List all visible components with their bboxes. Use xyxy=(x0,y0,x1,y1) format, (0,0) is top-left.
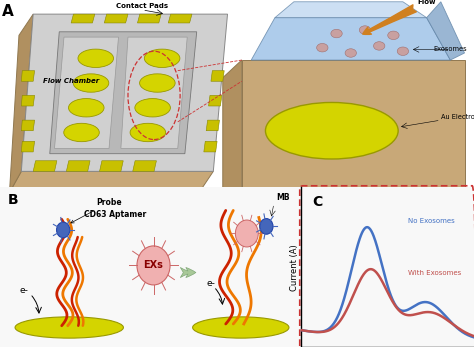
Circle shape xyxy=(56,222,70,238)
Circle shape xyxy=(236,220,258,247)
Text: Probe: Probe xyxy=(71,198,122,223)
Ellipse shape xyxy=(144,49,180,67)
Ellipse shape xyxy=(78,49,114,67)
Polygon shape xyxy=(9,14,33,193)
Polygon shape xyxy=(21,141,35,152)
Y-axis label: Current (A): Current (A) xyxy=(290,244,299,290)
Circle shape xyxy=(137,246,170,285)
Text: Flow: Flow xyxy=(417,0,436,5)
Circle shape xyxy=(260,219,273,234)
Polygon shape xyxy=(21,95,35,106)
Polygon shape xyxy=(275,2,427,18)
Text: Exosomes: Exosomes xyxy=(433,46,467,52)
Polygon shape xyxy=(223,60,242,194)
Polygon shape xyxy=(204,141,217,152)
Circle shape xyxy=(374,42,385,50)
Text: EXs: EXs xyxy=(144,260,164,270)
Polygon shape xyxy=(427,2,465,60)
Text: C: C xyxy=(312,195,322,209)
Text: Flow Chamber: Flow Chamber xyxy=(43,78,99,84)
Polygon shape xyxy=(21,120,35,131)
Text: A: A xyxy=(2,3,14,18)
Polygon shape xyxy=(137,14,161,23)
Polygon shape xyxy=(242,60,465,194)
Ellipse shape xyxy=(64,123,100,142)
Polygon shape xyxy=(55,37,118,149)
Text: e-: e- xyxy=(19,286,28,295)
Ellipse shape xyxy=(140,74,175,92)
Circle shape xyxy=(331,29,342,38)
Circle shape xyxy=(317,43,328,52)
Polygon shape xyxy=(100,161,123,171)
Ellipse shape xyxy=(69,99,104,117)
Ellipse shape xyxy=(265,102,398,159)
Text: B: B xyxy=(8,193,18,207)
Polygon shape xyxy=(121,37,187,149)
Polygon shape xyxy=(206,120,219,131)
Polygon shape xyxy=(9,171,213,193)
Text: No Exosomes: No Exosomes xyxy=(409,218,455,224)
Text: e-: e- xyxy=(206,279,215,288)
Ellipse shape xyxy=(192,317,289,338)
FancyBboxPatch shape xyxy=(0,184,304,347)
Text: CD63 Aptamer: CD63 Aptamer xyxy=(84,210,146,219)
Polygon shape xyxy=(50,32,197,154)
Ellipse shape xyxy=(73,74,109,92)
Text: MB: MB xyxy=(276,193,290,202)
Polygon shape xyxy=(21,71,35,81)
Text: Au Electrode: Au Electrode xyxy=(441,113,474,120)
Polygon shape xyxy=(66,161,90,171)
Circle shape xyxy=(388,31,399,40)
Polygon shape xyxy=(251,18,450,60)
Polygon shape xyxy=(104,14,128,23)
Ellipse shape xyxy=(15,317,123,338)
Polygon shape xyxy=(71,14,95,23)
Polygon shape xyxy=(211,71,224,81)
Ellipse shape xyxy=(135,99,171,117)
Polygon shape xyxy=(33,161,57,171)
Polygon shape xyxy=(209,95,222,106)
Polygon shape xyxy=(21,14,228,171)
Ellipse shape xyxy=(130,123,166,142)
Polygon shape xyxy=(168,14,192,23)
Circle shape xyxy=(397,47,409,56)
Text: With Exosomes: With Exosomes xyxy=(409,270,462,276)
Circle shape xyxy=(359,26,371,34)
Text: Contact Pads: Contact Pads xyxy=(116,3,168,9)
Circle shape xyxy=(345,49,356,57)
Polygon shape xyxy=(133,161,156,171)
